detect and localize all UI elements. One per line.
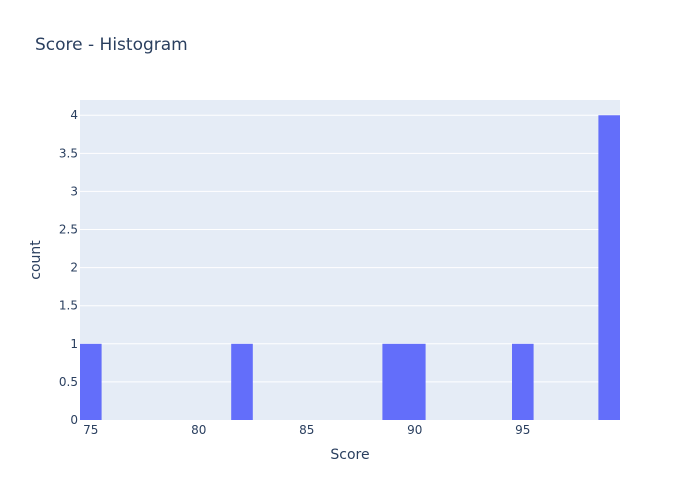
histogram-bar <box>404 343 426 420</box>
histogram-bar <box>512 343 534 420</box>
y-tick-label: 3.5 <box>59 146 78 160</box>
y-tick-label: 2 <box>70 261 78 275</box>
x-tick-label: 90 <box>407 423 422 437</box>
y-tick-label: 3 <box>70 184 78 198</box>
y-tick-label: 2.5 <box>59 223 78 237</box>
y-gridlines <box>80 114 620 383</box>
y-tick-label: 0 <box>70 413 78 427</box>
histogram-bar <box>598 115 620 420</box>
plot-area <box>80 100 620 420</box>
y-tick-label: 4 <box>70 108 78 122</box>
histogram-bar <box>382 343 404 420</box>
chart-title: Score - Histogram <box>35 35 188 55</box>
y-tick-labels: 0 0.5 1 1.5 2 2.5 3 3.5 4 <box>59 108 78 427</box>
y-tick-label: 1 <box>70 337 78 351</box>
x-tick-label: 80 <box>191 423 206 437</box>
histogram-bar <box>231 343 253 420</box>
x-tick-label: 75 <box>83 423 98 437</box>
x-tick-labels: 75 80 85 90 95 <box>83 423 530 437</box>
y-axis-title: count <box>28 240 44 280</box>
bars <box>80 115 620 420</box>
x-tick-label: 85 <box>299 423 314 437</box>
histogram-bar <box>80 343 102 420</box>
x-axis-title: Score <box>330 447 369 463</box>
y-tick-label: 0.5 <box>59 375 78 389</box>
y-tick-label: 1.5 <box>59 299 78 313</box>
x-tick-label: 95 <box>515 423 530 437</box>
